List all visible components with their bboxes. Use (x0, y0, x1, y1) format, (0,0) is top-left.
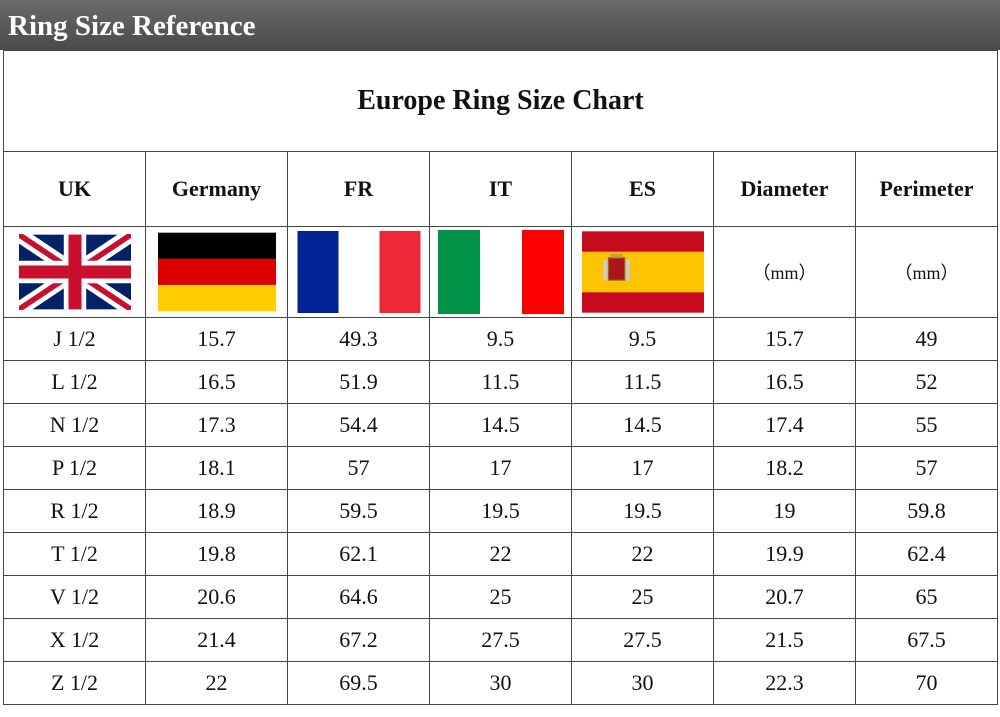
cell: 69.5 (287, 661, 430, 705)
cell: 51.9 (287, 360, 430, 404)
data-row: L 1/2 16.5 51.9 11.5 11.5 16.5 52 (3, 360, 998, 404)
cell: 49.3 (287, 317, 430, 361)
cell: 19 (713, 489, 856, 533)
cell: 27.5 (571, 618, 714, 662)
column-header: FR (287, 151, 430, 227)
column-header: UK (3, 151, 146, 227)
cell: 22 (571, 532, 714, 576)
flag-cell (145, 226, 288, 318)
cell: 15.7 (713, 317, 856, 361)
data-row: T 1/2 19.8 62.1 22 22 19.9 62.4 (3, 532, 998, 576)
cell: R 1/2 (3, 489, 146, 533)
flag-cell (287, 226, 430, 318)
germany-flag (157, 232, 276, 312)
cell: Z 1/2 (3, 661, 146, 705)
flag-cell (571, 226, 714, 318)
cell: V 1/2 (3, 575, 146, 619)
unit-cell: （mm） (713, 226, 856, 318)
header-row: UK Germany FR IT ES Diameter Perimeter (3, 151, 998, 227)
cell: 21.5 (713, 618, 856, 662)
cell: 14.5 (571, 403, 714, 447)
size-table: Europe Ring Size Chart UK Germany FR IT ES Di… (3, 50, 998, 705)
cell: 25 (571, 575, 714, 619)
cell: 70 (855, 661, 998, 705)
cell: 15.7 (145, 317, 288, 361)
cell: 27.5 (429, 618, 572, 662)
cell: 64.6 (287, 575, 430, 619)
cell: 18.9 (145, 489, 288, 533)
cell: 59.8 (855, 489, 998, 533)
cell: 67.2 (287, 618, 430, 662)
cell: 30 (571, 661, 714, 705)
cell: 52 (855, 360, 998, 404)
cell: 30 (429, 661, 572, 705)
cell: 17 (571, 446, 714, 490)
cell: 11.5 (571, 360, 714, 404)
data-row: P 1/2 18.1 57 17 17 18.2 57 (3, 446, 998, 490)
cell: X 1/2 (3, 618, 146, 662)
cell: 59.5 (287, 489, 430, 533)
data-row: N 1/2 17.3 54.4 14.5 14.5 17.4 55 (3, 403, 998, 447)
cell: P 1/2 (3, 446, 146, 490)
cell: 16.5 (713, 360, 856, 404)
cell: 19.8 (145, 532, 288, 576)
uk-flag (18, 234, 131, 310)
cell: 67.5 (855, 618, 998, 662)
cell: 22.3 (713, 661, 856, 705)
cell: 22 (145, 661, 288, 705)
cell: 65 (855, 575, 998, 619)
column-header: IT (429, 151, 572, 227)
cell: 18.2 (713, 446, 856, 490)
cell: 62.1 (287, 532, 430, 576)
cell: 19.5 (571, 489, 714, 533)
column-header: ES (571, 151, 714, 227)
cell: 57 (287, 446, 430, 490)
cell: 55 (855, 403, 998, 447)
flag-cell (429, 226, 572, 318)
cell: 54.4 (287, 403, 430, 447)
table-title: Europe Ring Size Chart (3, 50, 998, 152)
cell: 20.7 (713, 575, 856, 619)
cell: T 1/2 (3, 532, 146, 576)
cell: 9.5 (429, 317, 572, 361)
spain-flag (581, 231, 704, 313)
cell: 62.4 (855, 532, 998, 576)
cell: 17.4 (713, 403, 856, 447)
cell: 19.5 (429, 489, 572, 533)
cell: 14.5 (429, 403, 572, 447)
data-row: R 1/2 18.9 59.5 19.5 19.5 19 59.8 (3, 489, 998, 533)
cell: 20.6 (145, 575, 288, 619)
cell: 21.4 (145, 618, 288, 662)
data-row: J 1/2 15.7 49.3 9.5 9.5 15.7 49 (3, 317, 998, 361)
cell: 16.5 (145, 360, 288, 404)
data-row: V 1/2 20.6 64.6 25 25 20.7 65 (3, 575, 998, 619)
cell: 17 (429, 446, 572, 490)
cell: 49 (855, 317, 998, 361)
flag-row: （mm） （mm） (3, 226, 998, 318)
cell: L 1/2 (3, 360, 146, 404)
data-row: Z 1/2 22 69.5 30 30 22.3 70 (3, 661, 998, 705)
cell: 11.5 (429, 360, 572, 404)
cell: J 1/2 (3, 317, 146, 361)
column-header: Perimeter (855, 151, 998, 227)
cell: 17.3 (145, 403, 288, 447)
cell: 22 (429, 532, 572, 576)
cell: 9.5 (571, 317, 714, 361)
column-header: Diameter (713, 151, 856, 227)
cell: 19.9 (713, 532, 856, 576)
title-row: Europe Ring Size Chart (3, 50, 998, 152)
column-header: Germany (145, 151, 288, 227)
cell: 18.1 (145, 446, 288, 490)
france-flag (297, 231, 420, 313)
cell: 25 (429, 575, 572, 619)
cell: N 1/2 (3, 403, 146, 447)
italy-flag (437, 230, 564, 314)
cell: 57 (855, 446, 998, 490)
header-title: Ring Size Reference (0, 0, 1000, 50)
flag-cell (3, 226, 146, 318)
data-row: X 1/2 21.4 67.2 27.5 27.5 21.5 67.5 (3, 618, 998, 662)
unit-cell: （mm） (855, 226, 998, 318)
